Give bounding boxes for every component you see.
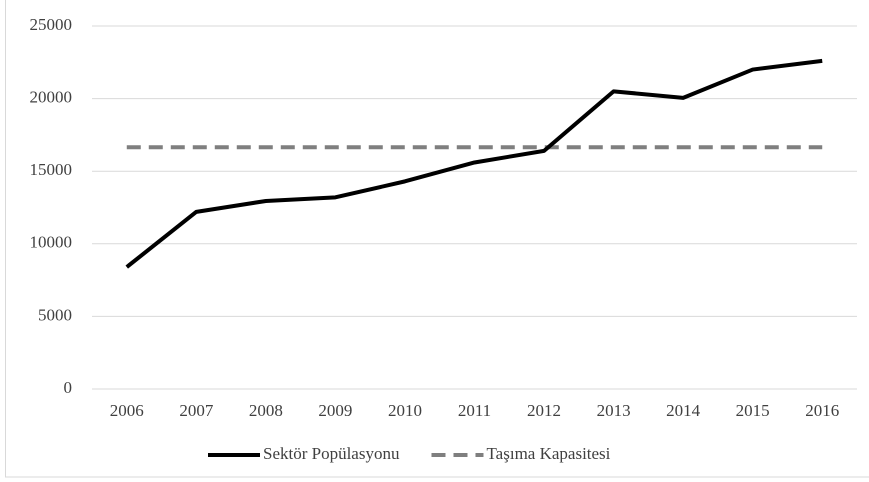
x-tick-label: 2013 bbox=[597, 401, 631, 420]
x-tick-label: 2016 bbox=[805, 401, 839, 420]
x-tick-label: 2007 bbox=[179, 401, 214, 420]
y-tick-label: 25000 bbox=[30, 15, 73, 34]
legend-label: Taşıma Kapasitesi bbox=[486, 444, 610, 463]
x-tick-label: 2006 bbox=[110, 401, 144, 420]
x-tick-label: 2015 bbox=[736, 401, 770, 420]
y-tick-label: 0 bbox=[64, 378, 73, 397]
x-tick-label: 2010 bbox=[388, 401, 422, 420]
y-tick-label: 10000 bbox=[30, 233, 73, 252]
series-line bbox=[125, 58, 823, 269]
y-tick-label: 5000 bbox=[38, 305, 72, 324]
x-tick-label: 2014 bbox=[666, 401, 701, 420]
y-tick-label: 15000 bbox=[30, 160, 73, 179]
x-tick-label: 2008 bbox=[249, 401, 283, 420]
x-tick-label: 2009 bbox=[318, 401, 352, 420]
x-tick-label: 2011 bbox=[458, 401, 491, 420]
legend-label: Sektör Popülasyonu bbox=[263, 444, 400, 463]
x-tick-label: 2012 bbox=[527, 401, 561, 420]
y-tick-label: 20000 bbox=[30, 88, 73, 107]
